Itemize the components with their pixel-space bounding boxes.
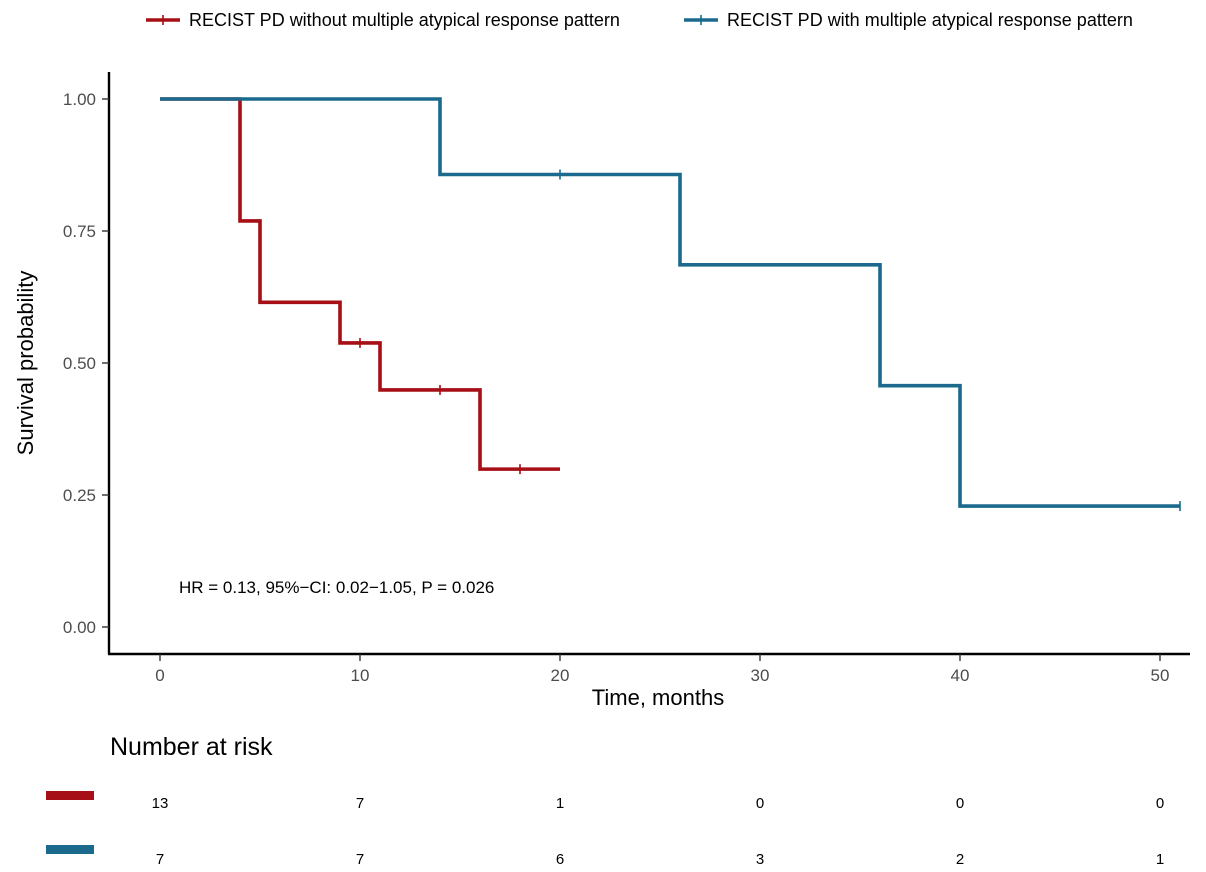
risk-count: 7 bbox=[156, 851, 164, 868]
legend-item-with: RECIST PD with multiple atypical respons… bbox=[684, 10, 1133, 30]
risk-table: Number at risk 13 7 1 0 0 0 7 7 6 3 2 1 bbox=[46, 733, 1164, 868]
hr-annotation: HR = 0.13, 95%−CI: 0.02−1.05, P = 0.026 bbox=[179, 578, 494, 597]
risk-count: 0 bbox=[1156, 795, 1164, 812]
y-tick-label: 0.00 bbox=[63, 618, 96, 637]
risk-count: 13 bbox=[152, 795, 169, 812]
legend: RECIST PD without multiple atypical resp… bbox=[146, 10, 1133, 30]
y-tick-label: 0.25 bbox=[63, 486, 96, 505]
risk-row-swatch bbox=[46, 845, 94, 854]
risk-count: 7 bbox=[356, 795, 364, 812]
y-tick-label: 0.75 bbox=[63, 222, 96, 241]
y-tick-label: 0.50 bbox=[63, 354, 96, 373]
legend-item-without: RECIST PD without multiple atypical resp… bbox=[146, 10, 620, 30]
x-tick-label: 30 bbox=[751, 666, 770, 685]
axes: 0 10 20 30 40 50 0.00 0.25 0.50 0.75 1.00 Time, m… bbox=[13, 72, 1190, 710]
x-axis-title: Time, months bbox=[592, 685, 724, 710]
risk-count: 1 bbox=[556, 795, 564, 812]
risk-count: 6 bbox=[556, 851, 564, 868]
x-tick-label: 40 bbox=[951, 666, 970, 685]
x-ticks: 0 10 20 30 40 50 bbox=[155, 654, 1169, 685]
km-curve-without bbox=[160, 97, 560, 471]
y-ticks: 0.00 0.25 0.50 0.75 1.00 bbox=[63, 90, 109, 637]
legend-label-without: RECIST PD without multiple atypical resp… bbox=[189, 10, 620, 30]
risk-count: 3 bbox=[756, 851, 764, 868]
x-tick-label: 50 bbox=[1151, 666, 1170, 685]
risk-row-swatch bbox=[46, 791, 94, 800]
series-without bbox=[160, 97, 560, 475]
risk-rows: 13 7 1 0 0 0 7 7 6 3 2 1 bbox=[46, 791, 1164, 868]
risk-count: 1 bbox=[1156, 851, 1164, 868]
km-curve-with bbox=[160, 97, 1180, 508]
risk-count: 0 bbox=[956, 795, 964, 812]
series-with bbox=[160, 97, 1181, 512]
y-tick-label: 1.00 bbox=[63, 90, 96, 109]
risk-row-without: 13 7 1 0 0 0 bbox=[46, 791, 1164, 812]
x-tick-label: 0 bbox=[155, 666, 164, 685]
x-tick-label: 20 bbox=[551, 666, 570, 685]
plot-series bbox=[160, 97, 1181, 512]
risk-table-title: Number at risk bbox=[110, 733, 273, 761]
y-axis-title: Survival probability bbox=[13, 271, 38, 456]
x-tick-label: 10 bbox=[351, 666, 370, 685]
risk-count: 7 bbox=[356, 851, 364, 868]
risk-count: 2 bbox=[956, 851, 964, 868]
risk-count: 0 bbox=[756, 795, 764, 812]
legend-label-with: RECIST PD with multiple atypical respons… bbox=[727, 10, 1133, 30]
risk-row-with: 7 7 6 3 2 1 bbox=[46, 845, 1164, 868]
